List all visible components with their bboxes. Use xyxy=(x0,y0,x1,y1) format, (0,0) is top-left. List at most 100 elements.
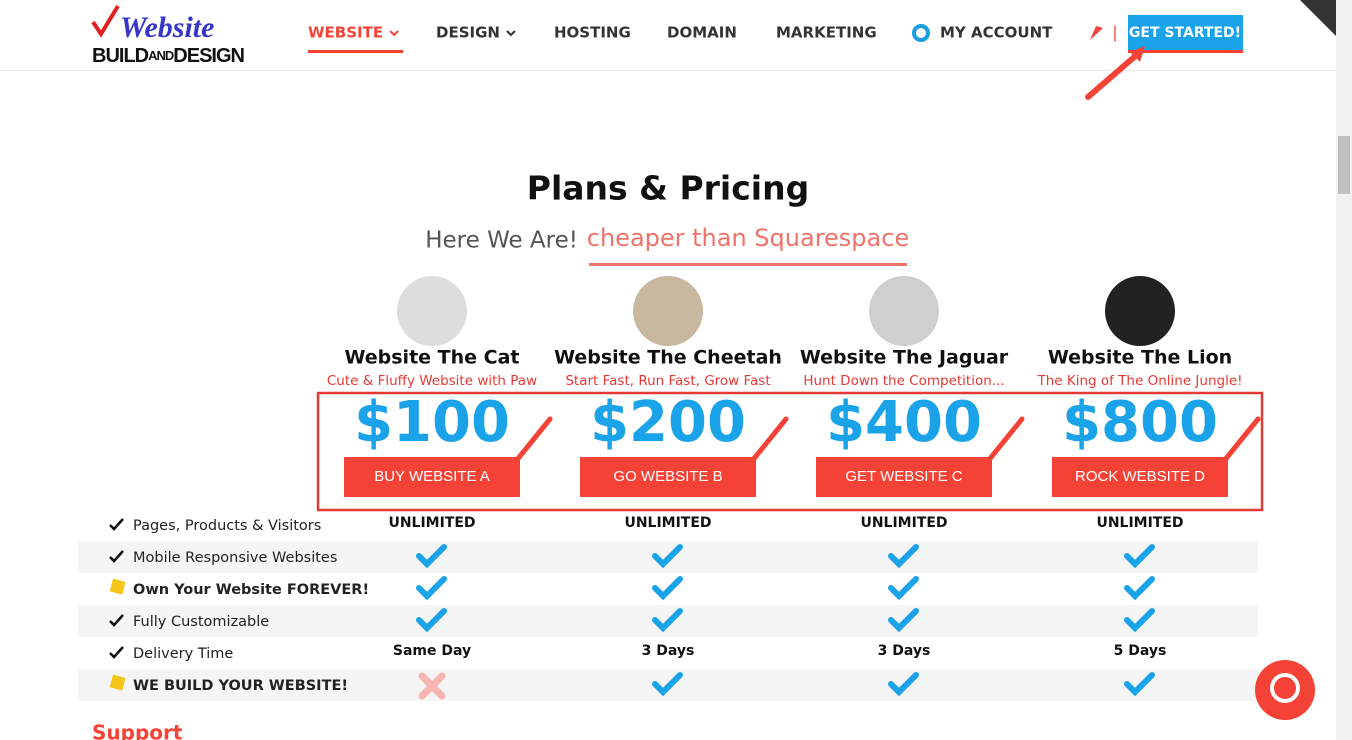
dropdown-caret[interactable] xyxy=(506,30,516,37)
header xyxy=(0,0,1336,70)
plan-price: $200 xyxy=(590,390,746,455)
annotation-arrowhead xyxy=(1130,46,1145,62)
annotation-arrowhead xyxy=(504,458,518,474)
check-icon xyxy=(888,576,919,601)
plan-button[interactable] xyxy=(344,457,520,497)
badge-icon xyxy=(109,674,126,691)
plan-button[interactable] xyxy=(816,457,992,497)
cta-label[interactable]: GET STARTED! xyxy=(1129,25,1241,41)
dropdown-caret[interactable] xyxy=(389,30,399,37)
logo-word[interactable]: Website xyxy=(120,11,214,44)
feature-label: Pages, Products & Visitors xyxy=(133,518,321,534)
nav-separator: | xyxy=(1112,23,1117,42)
logo-part: AND xyxy=(148,48,174,63)
feature-label: Delivery Time xyxy=(133,646,233,662)
badge-icon xyxy=(109,578,126,595)
plan-subtitle: Start Fast, Run Fast, Grow Fast xyxy=(565,373,770,389)
plan-button-label[interactable]: GO WEBSITE B xyxy=(613,468,722,485)
plan-avatar xyxy=(869,276,939,346)
plan-avatar xyxy=(397,276,467,346)
check-icon xyxy=(888,672,919,697)
nav-item[interactable]: HOSTING xyxy=(554,24,631,42)
feature-label: WE BUILD YOUR WEBSITE! xyxy=(133,678,348,694)
tagline-lead: Here We Are! xyxy=(425,228,578,254)
check-mark xyxy=(109,614,124,627)
feature-label: Mobile Responsive Websites xyxy=(133,550,337,566)
tagline-underline xyxy=(589,263,907,266)
chat-button[interactable] xyxy=(1255,660,1315,720)
check-icon xyxy=(652,672,683,697)
plan-name: Website The Lion xyxy=(1048,347,1232,369)
annotation-arrowhead xyxy=(740,458,754,474)
annotation-arrowhead xyxy=(1212,458,1226,474)
plans: Website The Cat Cute & Fluffy Website wit… xyxy=(327,276,1261,497)
plan-avatar xyxy=(1105,276,1175,346)
plan-name: Website The Cat xyxy=(344,347,519,369)
annotation-arrow xyxy=(1085,49,1143,100)
plan-subtitle: Hunt Down the Competition... xyxy=(803,373,1004,389)
cta-button[interactable] xyxy=(1128,15,1243,50)
check-icon xyxy=(416,608,447,633)
heading: Plans & Pricing xyxy=(527,169,809,208)
active-underline xyxy=(308,50,404,53)
chat-icon xyxy=(1270,673,1300,703)
nav-item[interactable]: MARKETING xyxy=(776,24,877,42)
logo-part: DESIGN xyxy=(173,45,244,67)
feature-label: Own Your Website FOREVER! xyxy=(133,582,369,598)
highlight-box xyxy=(316,391,1264,512)
annotation-arrow xyxy=(1217,416,1261,469)
check-icon xyxy=(1124,608,1155,633)
logo-part: BUILD xyxy=(92,45,149,67)
nav-item[interactable]: DOMAIN xyxy=(667,24,737,42)
nav: WEBSITE DESIGN HOSTING DOMAIN MARKETING MY AC… xyxy=(308,24,1053,53)
check-mark xyxy=(109,518,124,531)
corner-toggle[interactable] xyxy=(1300,0,1336,36)
check-icon xyxy=(652,544,683,569)
check-icon xyxy=(416,576,447,601)
annotation-arrow xyxy=(981,416,1025,469)
feature-value: UNLIMITED xyxy=(860,515,947,531)
feature-value: Same Day xyxy=(393,643,471,659)
check-icon xyxy=(416,544,447,569)
nav-item[interactable]: WEBSITE xyxy=(308,24,383,42)
check-icon xyxy=(888,544,919,569)
nav-item[interactable]: MY ACCOUNT xyxy=(940,24,1053,42)
plan-button[interactable] xyxy=(580,457,756,497)
check-icon xyxy=(888,608,919,633)
check-icon xyxy=(1124,576,1155,601)
logo-tagline[interactable]: BUILDANDDESIGN xyxy=(92,45,246,67)
features: Pages, Products & Visitors UNLIMITED UNLIM… xyxy=(78,515,1258,701)
plan-button-label[interactable]: ROCK WEBSITE D xyxy=(1075,468,1205,485)
plan-button[interactable] xyxy=(1052,457,1228,497)
plan-name: Website The Jaguar xyxy=(800,347,1009,369)
check-icon xyxy=(1124,544,1155,569)
tagline-highlight: cheaper than Squarespace xyxy=(587,224,909,252)
check-icon xyxy=(1124,672,1155,697)
scrollbar-track[interactable] xyxy=(1336,0,1352,740)
feature-value: 5 Days xyxy=(1114,643,1167,659)
check-mark xyxy=(109,550,124,563)
annotation-arrowhead xyxy=(976,458,990,474)
plan-subtitle: The King of The Online Jungle! xyxy=(1036,373,1242,389)
plan-button-label[interactable]: GET WEBSITE C xyxy=(845,468,962,485)
plan-name: Website The Cheetah xyxy=(554,347,782,369)
annotation-arrow xyxy=(509,416,553,469)
feature-value: UNLIMITED xyxy=(388,515,475,531)
cross-icon xyxy=(418,672,446,700)
logo-check xyxy=(91,4,120,38)
check-icon xyxy=(652,576,683,601)
gear-icon xyxy=(912,24,930,42)
plan-price: $100 xyxy=(354,390,510,455)
cta-underline xyxy=(1128,50,1243,53)
plan-button-label[interactable]: BUY WEBSITE A xyxy=(374,468,490,485)
feature-value: UNLIMITED xyxy=(624,515,711,531)
feature-value: UNLIMITED xyxy=(1096,515,1183,531)
scrollbar-thumb[interactable] xyxy=(1338,136,1350,194)
check-mark xyxy=(109,646,124,659)
nav-item[interactable]: DESIGN xyxy=(436,24,500,42)
feature-value: 3 Days xyxy=(642,643,695,659)
plan-subtitle: Cute & Fluffy Website with Paw xyxy=(327,373,537,389)
check-icon xyxy=(652,608,683,633)
